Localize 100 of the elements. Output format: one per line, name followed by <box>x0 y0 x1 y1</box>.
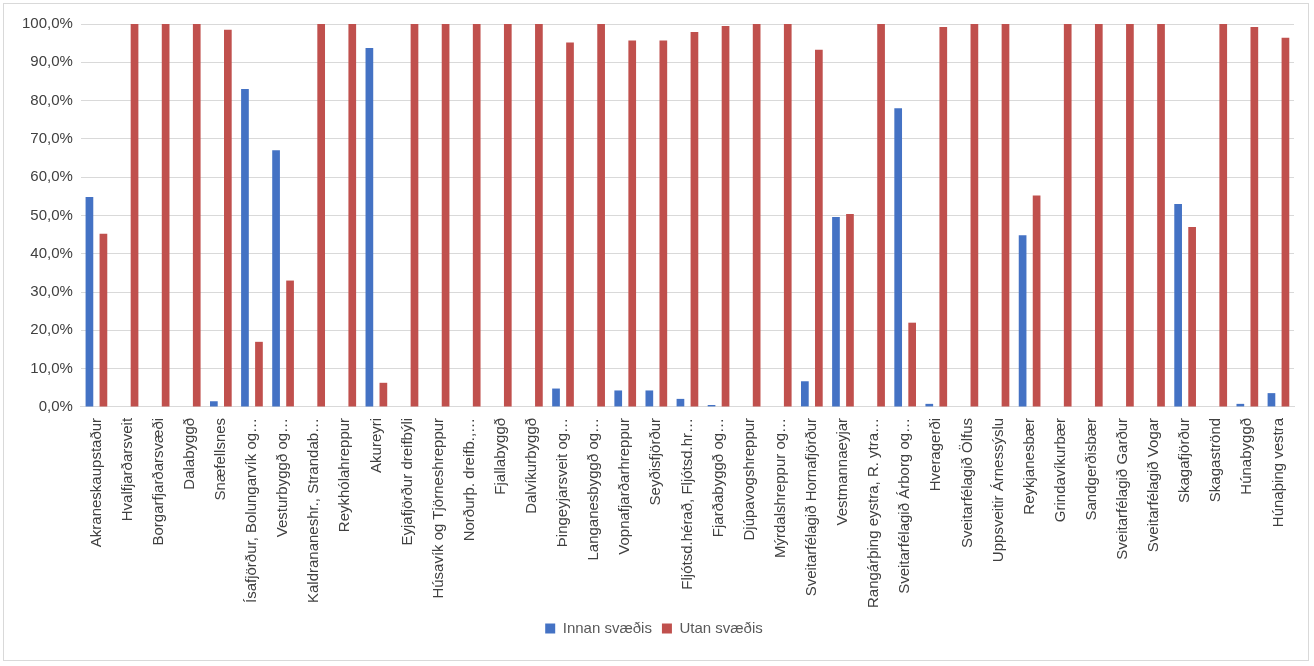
bar <box>441 24 450 407</box>
x-tick-label: Fjallabyggð <box>490 417 508 495</box>
bar <box>255 341 263 407</box>
bar <box>690 32 699 407</box>
bar <box>192 24 201 407</box>
bar <box>210 401 218 407</box>
y-tick-label: 30,0% <box>30 282 73 300</box>
x-tick-label: Fjarðabyggð og… <box>708 417 726 538</box>
bar <box>1094 24 1103 407</box>
bar <box>1174 203 1182 407</box>
bar <box>1219 24 1228 407</box>
bar <box>1032 195 1041 407</box>
x-tick-label: Snæfellsnes <box>210 417 228 501</box>
bar <box>241 89 249 407</box>
bar <box>894 108 903 407</box>
y-tick-label: 70,0% <box>30 129 73 147</box>
bar <box>535 24 543 407</box>
bar <box>783 24 792 407</box>
x-tick-label: Uppsveitir Árnessýslu <box>988 417 1006 563</box>
x-tick-label: Vesturbyggð og… <box>273 417 291 538</box>
x-tick-label: Fljótsd.hérað, Fljótsd.hr… <box>677 417 695 590</box>
y-tick-label: 60,0% <box>30 167 73 185</box>
bar <box>472 24 481 407</box>
bar <box>272 150 280 407</box>
bar <box>317 24 326 407</box>
x-tick-label: Sveitarfélagið Ölfus <box>957 417 975 548</box>
x-tick-label: Vestmannaeyjar <box>833 417 851 526</box>
x-tick-label: Langanesbyggð og… <box>584 417 602 561</box>
x-tick-label: Sandgerðisbær <box>1081 417 1099 521</box>
y-tick-label: 90,0% <box>30 52 73 70</box>
bar <box>970 24 979 407</box>
x-tick-label: Sveitarfélagið Árborg og… <box>895 417 913 594</box>
bar <box>815 49 823 407</box>
x-tick-label: Húsavík og Tjörneshreppur <box>428 417 446 599</box>
bar <box>846 213 854 407</box>
x-tick-label: Akraneskaupstaður <box>86 417 104 548</box>
x-tick-label: Reykjanesbær <box>1019 417 1037 515</box>
x-tick-label: Ísafjörður, Bolungarvík og… <box>242 417 260 604</box>
bar <box>1018 235 1027 407</box>
x-tick-label: Hveragerði <box>926 417 944 492</box>
y-tick-label: 80,0% <box>30 90 73 108</box>
bar <box>1157 24 1165 407</box>
bar <box>1281 37 1290 407</box>
bar <box>365 48 374 407</box>
x-tick-label: Borgarfjarðarsvæði <box>148 417 166 546</box>
bar <box>286 280 294 407</box>
x-tick-label: Grindavíkurbær <box>1050 417 1068 523</box>
y-tick-label: 100,0% <box>22 14 73 32</box>
x-tick-label: Norðurþ. dreifb.,… <box>459 417 477 542</box>
bar <box>752 24 761 407</box>
x-tick-label: Reykhólahreppur <box>335 417 353 533</box>
y-tick-label: 0,0% <box>38 397 73 415</box>
x-tick-label: Skagaströnd <box>1206 417 1224 503</box>
y-tick-label: 10,0% <box>30 358 73 376</box>
x-tick-label: Vopnafjarðarhreppur <box>615 417 633 555</box>
legend-label: Utan svæðis <box>679 618 763 636</box>
x-tick-label: Hvalfjarðarsveit <box>117 417 135 522</box>
x-tick-label: Seyðisfjörður <box>646 417 664 506</box>
bar <box>99 233 108 407</box>
y-tick-label: 40,0% <box>30 243 73 261</box>
x-tick-label: Þingeyjarsveit og… <box>553 417 571 548</box>
bar <box>566 42 574 407</box>
bar <box>659 40 668 407</box>
bar <box>1001 24 1010 407</box>
bar <box>908 322 917 407</box>
bar <box>877 24 885 407</box>
bar <box>614 390 623 407</box>
bar <box>161 24 170 407</box>
x-tick-label: Sveitarfélagið Vogar <box>1144 417 1162 553</box>
bar <box>597 24 605 407</box>
bar <box>939 27 948 407</box>
bar <box>1063 24 1072 407</box>
bar <box>224 29 232 407</box>
x-tick-label: Mýrdalshreppur og… <box>770 417 788 558</box>
bar <box>645 390 654 407</box>
bar <box>85 197 94 407</box>
bar <box>410 24 419 407</box>
legend-label: Innan svæðis <box>562 618 652 636</box>
x-tick-label: Akureyri <box>366 417 384 473</box>
x-tick-label: Rangárþing eystra, R. ytra… <box>864 417 882 608</box>
x-tick-label: Eyjafjörður dreifbýli <box>397 417 415 546</box>
bar <box>801 381 809 407</box>
x-tick-label: Sveitarfélagið Garður <box>1113 417 1131 560</box>
bar <box>130 24 139 407</box>
x-tick-label: Sveitarfélagið Hornafjörður <box>802 417 819 597</box>
x-tick-label: Húnabyggð <box>1237 417 1255 495</box>
x-tick-label: Kaldrananeshr., Strandab… <box>304 417 322 604</box>
bar <box>1126 24 1134 407</box>
bar <box>1250 27 1259 407</box>
bar <box>348 24 357 407</box>
x-tick-label: Dalvíkurbyggð <box>522 417 540 514</box>
bar <box>1188 226 1196 407</box>
y-tick-label: 50,0% <box>30 205 73 223</box>
bar <box>721 25 730 407</box>
bar <box>503 24 512 407</box>
x-tick-label: Djúpavogshreppur <box>739 417 757 541</box>
y-tick-label: 20,0% <box>30 320 73 338</box>
x-tick-label: Húnaþing vestra <box>1268 417 1286 528</box>
bar <box>832 216 840 407</box>
bar <box>628 40 637 407</box>
